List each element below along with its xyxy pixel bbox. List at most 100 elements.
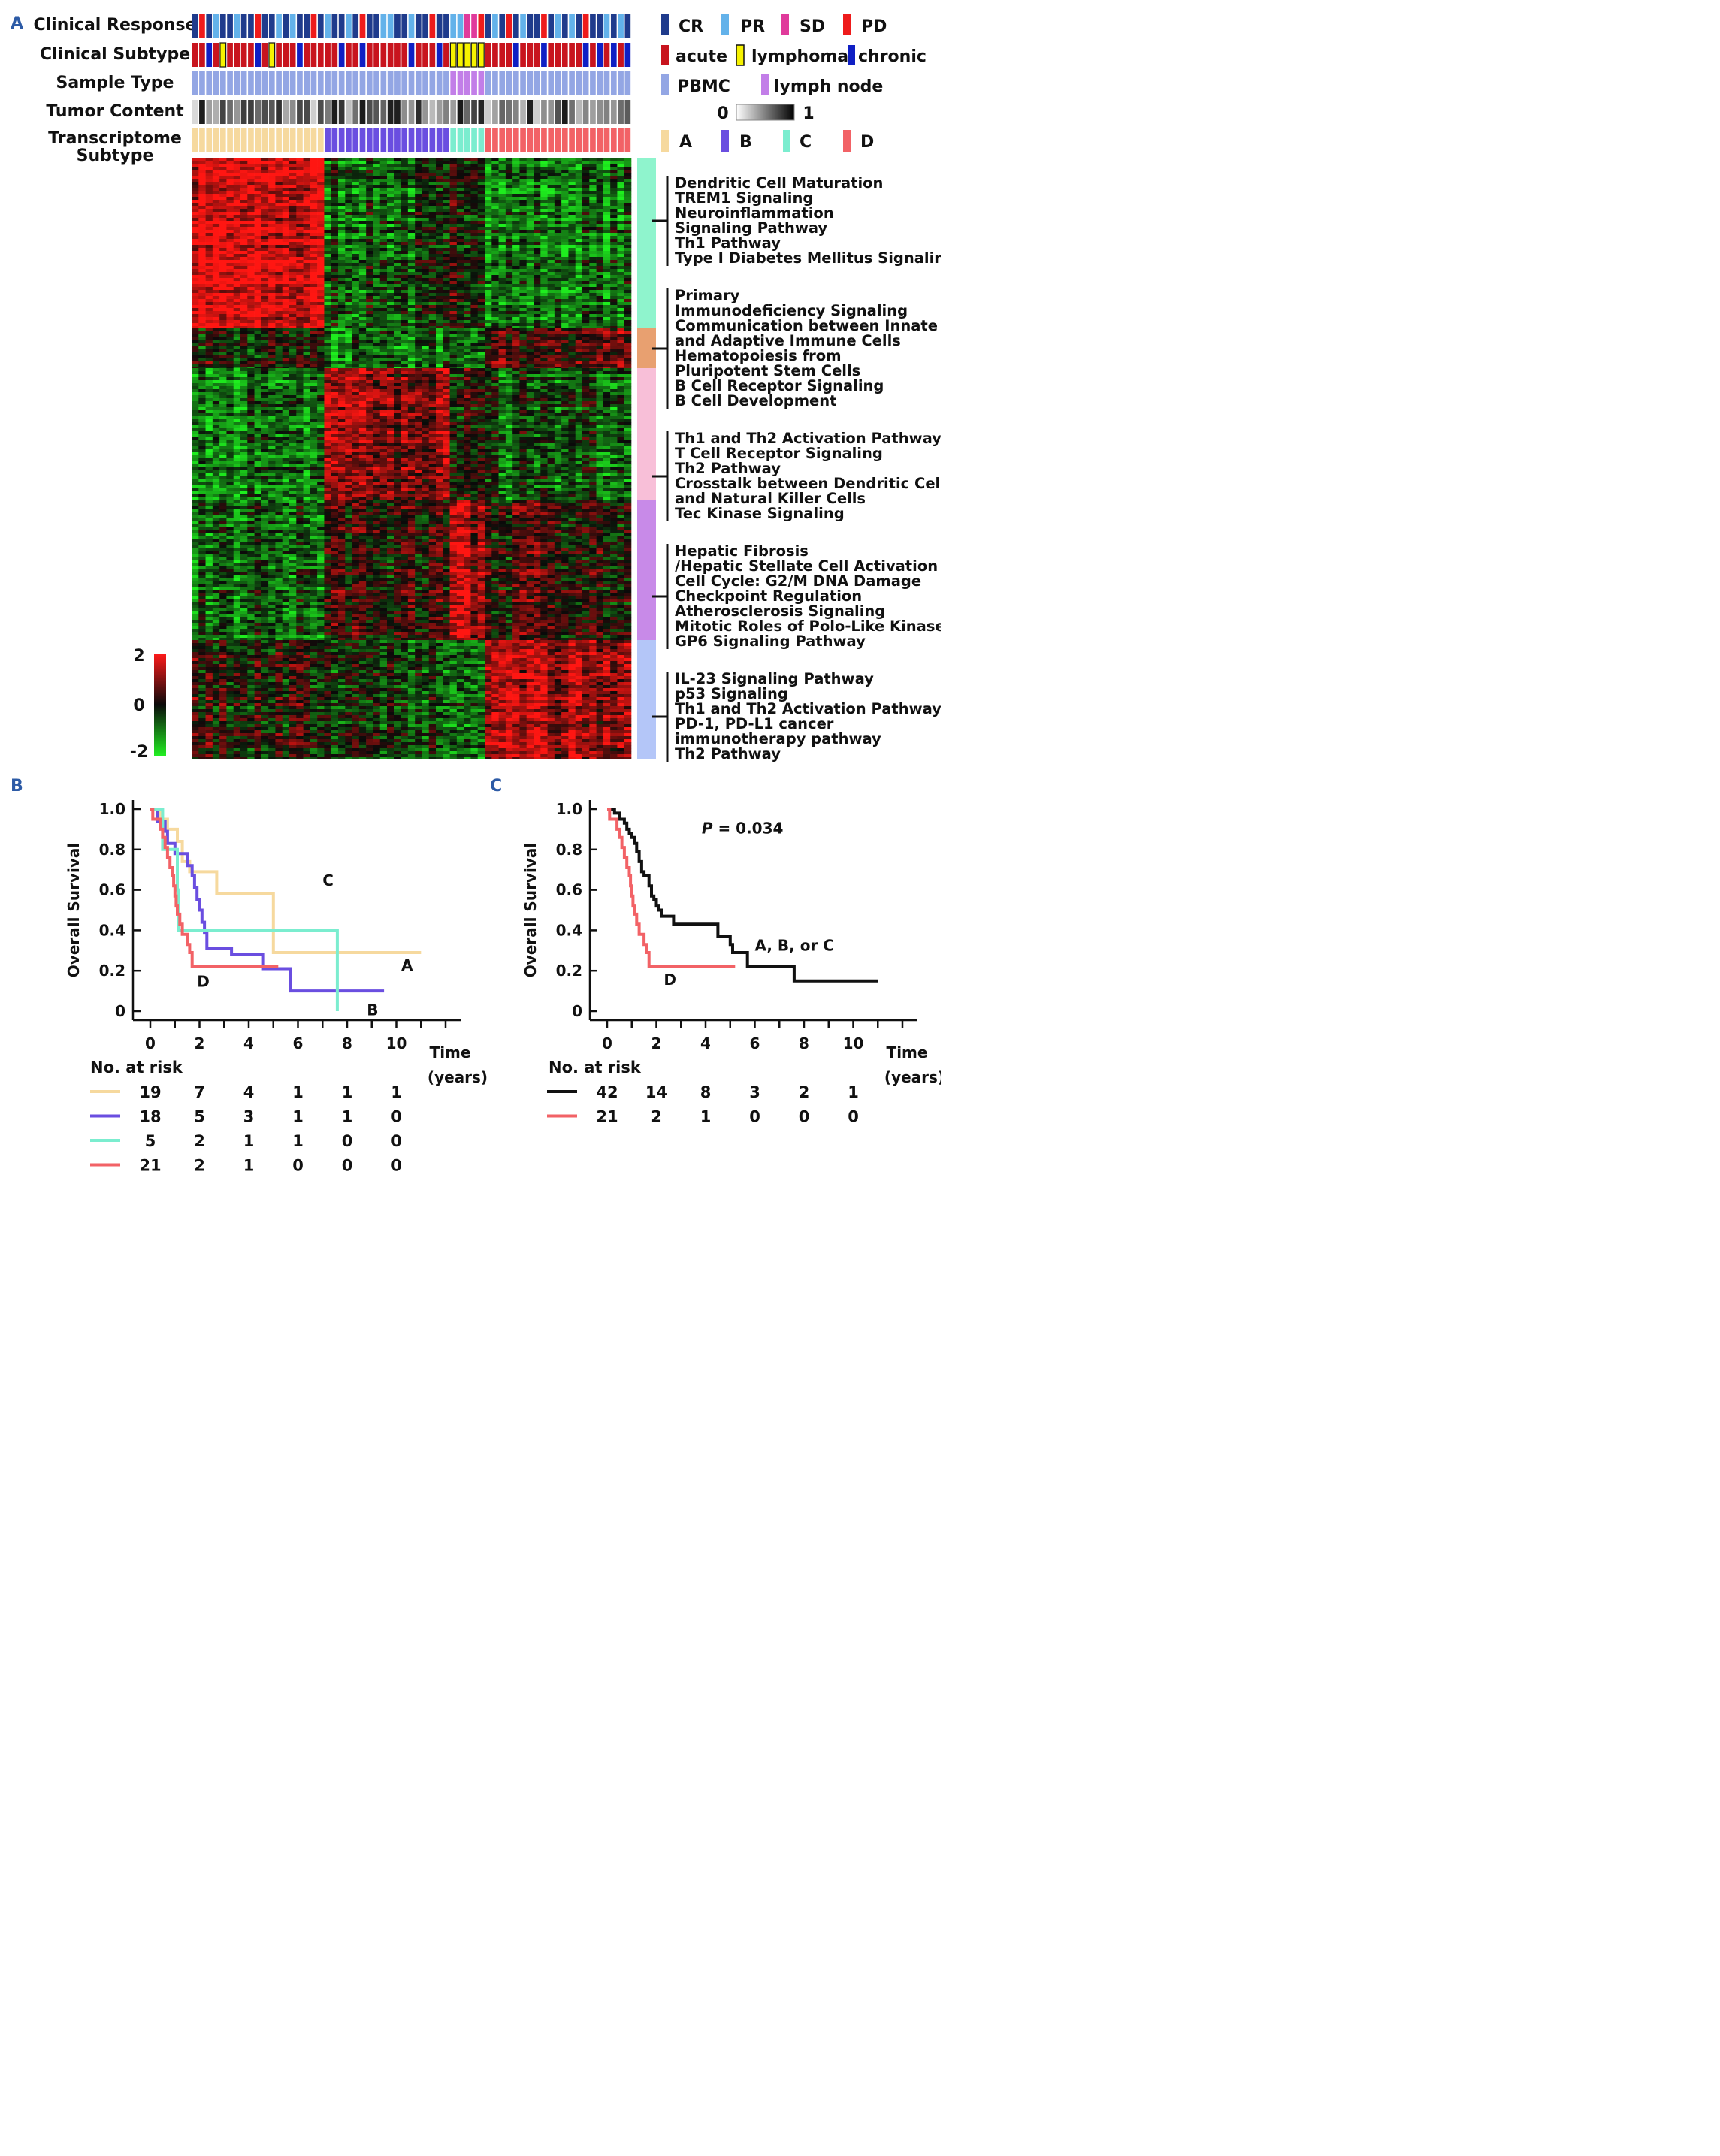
heatmap-cell bbox=[415, 355, 422, 359]
heatmap-cell bbox=[603, 179, 611, 183]
heatmap-cell bbox=[443, 364, 450, 368]
heatmap-cell bbox=[394, 323, 401, 327]
heatmap-cell bbox=[373, 176, 381, 180]
heatmap-cell bbox=[449, 215, 458, 219]
heatmap-cell bbox=[345, 284, 352, 288]
heatmap-cell bbox=[547, 254, 555, 258]
heatmap-cell bbox=[519, 364, 527, 368]
heatmap-cell bbox=[192, 377, 199, 381]
heatmap-cell bbox=[617, 191, 625, 195]
heatmap-cell bbox=[428, 200, 437, 204]
heatmap-cell bbox=[192, 254, 199, 258]
heatmap-cell bbox=[198, 308, 206, 312]
heatmap-cell bbox=[422, 368, 430, 372]
heatmap-cell bbox=[456, 203, 464, 207]
heatmap-cell bbox=[464, 236, 471, 240]
heatmap-cell bbox=[485, 281, 492, 285]
heatmap-cell bbox=[589, 233, 597, 237]
heatmap-cell bbox=[275, 377, 283, 381]
heatmap-cell bbox=[379, 260, 388, 264]
heatmap-cell bbox=[379, 287, 388, 291]
heatmap-cell bbox=[282, 287, 290, 291]
heatmap-cell bbox=[449, 346, 458, 350]
heatmap-cell bbox=[387, 236, 394, 240]
heatmap-cell bbox=[296, 206, 304, 210]
heatmap-cell bbox=[192, 218, 199, 222]
heatmap-cell bbox=[603, 284, 611, 288]
heatmap-cell bbox=[268, 233, 276, 237]
heatmap-cell bbox=[219, 173, 227, 177]
heatmap-cell bbox=[505, 158, 513, 162]
heatmap-cell bbox=[233, 323, 241, 327]
heatmap-cell bbox=[226, 290, 234, 294]
heatmap-cell bbox=[240, 278, 248, 282]
heatmap-cell bbox=[624, 200, 632, 204]
heatmap-cell bbox=[596, 194, 604, 198]
heatmap-cell bbox=[422, 176, 430, 180]
heatmap-cell bbox=[212, 254, 220, 258]
heatmap-cell bbox=[568, 326, 576, 329]
heatmap-cell bbox=[401, 299, 409, 303]
heatmap-cell bbox=[282, 371, 290, 375]
heatmap-cell bbox=[394, 197, 401, 201]
heatmap-cell bbox=[247, 197, 255, 201]
heatmap-cell bbox=[226, 161, 234, 165]
heatmap-cell bbox=[477, 182, 485, 186]
heatmap-cell bbox=[582, 158, 590, 162]
heatmap-cell bbox=[512, 179, 520, 183]
heatmap-cell bbox=[540, 358, 548, 362]
heatmap-cell bbox=[338, 305, 346, 309]
heatmap-cell bbox=[358, 224, 367, 228]
heatmap-cell bbox=[401, 164, 409, 168]
heatmap-cell bbox=[310, 308, 318, 312]
sample-cell bbox=[450, 71, 457, 95]
heatmap-cell bbox=[415, 194, 422, 198]
heatmap-cell bbox=[268, 367, 276, 369]
heatmap-cell bbox=[428, 269, 437, 273]
heatmap-cell bbox=[226, 323, 234, 327]
heatmap-cell bbox=[317, 364, 325, 368]
heatmap-cell bbox=[394, 287, 401, 291]
heatmap-cell bbox=[505, 194, 513, 198]
heatmap-cell bbox=[415, 337, 422, 341]
heatmap-cell bbox=[303, 314, 311, 318]
heatmap-cell bbox=[470, 311, 479, 315]
heatmap-cell bbox=[436, 355, 443, 359]
heatmap-cell bbox=[387, 314, 394, 318]
heatmap-cell bbox=[575, 233, 583, 237]
heatmap-cell bbox=[443, 314, 450, 318]
heatmap-cell bbox=[352, 194, 360, 198]
heatmap-cell bbox=[443, 203, 450, 207]
heatmap-cell bbox=[233, 293, 241, 297]
heatmap-cell bbox=[582, 278, 590, 282]
heatmap-cell bbox=[275, 260, 283, 264]
heatmap-cell bbox=[547, 331, 555, 335]
heatmap-cell bbox=[575, 361, 583, 365]
heatmap-cell bbox=[226, 326, 234, 329]
heatmap-cell bbox=[366, 328, 373, 332]
heatmap-cell bbox=[477, 272, 485, 276]
heatmap-cell bbox=[282, 305, 290, 309]
heatmap-cell bbox=[198, 209, 206, 213]
heatmap-cell bbox=[205, 263, 213, 267]
heatmap-cell bbox=[610, 278, 618, 282]
transcriptome-cell bbox=[289, 128, 296, 152]
heatmap-cell bbox=[358, 191, 367, 195]
heatmap-cell bbox=[554, 302, 562, 306]
subtype-cell bbox=[359, 43, 366, 67]
heatmap-cell bbox=[394, 242, 401, 246]
heatmap-cell bbox=[310, 284, 318, 288]
heatmap-cell bbox=[498, 331, 506, 335]
heatmap-cell bbox=[575, 164, 583, 168]
heatmap-cell bbox=[422, 296, 430, 300]
heatmap-cell bbox=[498, 272, 506, 276]
tumor-cell bbox=[227, 100, 233, 124]
heatmap-cell bbox=[610, 251, 618, 255]
heatmap-cell bbox=[205, 317, 213, 321]
heatmap-cell bbox=[436, 245, 443, 249]
sample-cell bbox=[304, 71, 310, 95]
heatmap-cell bbox=[373, 284, 381, 288]
heatmap-cell bbox=[247, 352, 255, 356]
heatmap-cell bbox=[219, 340, 227, 344]
heatmap-cell bbox=[358, 323, 367, 327]
